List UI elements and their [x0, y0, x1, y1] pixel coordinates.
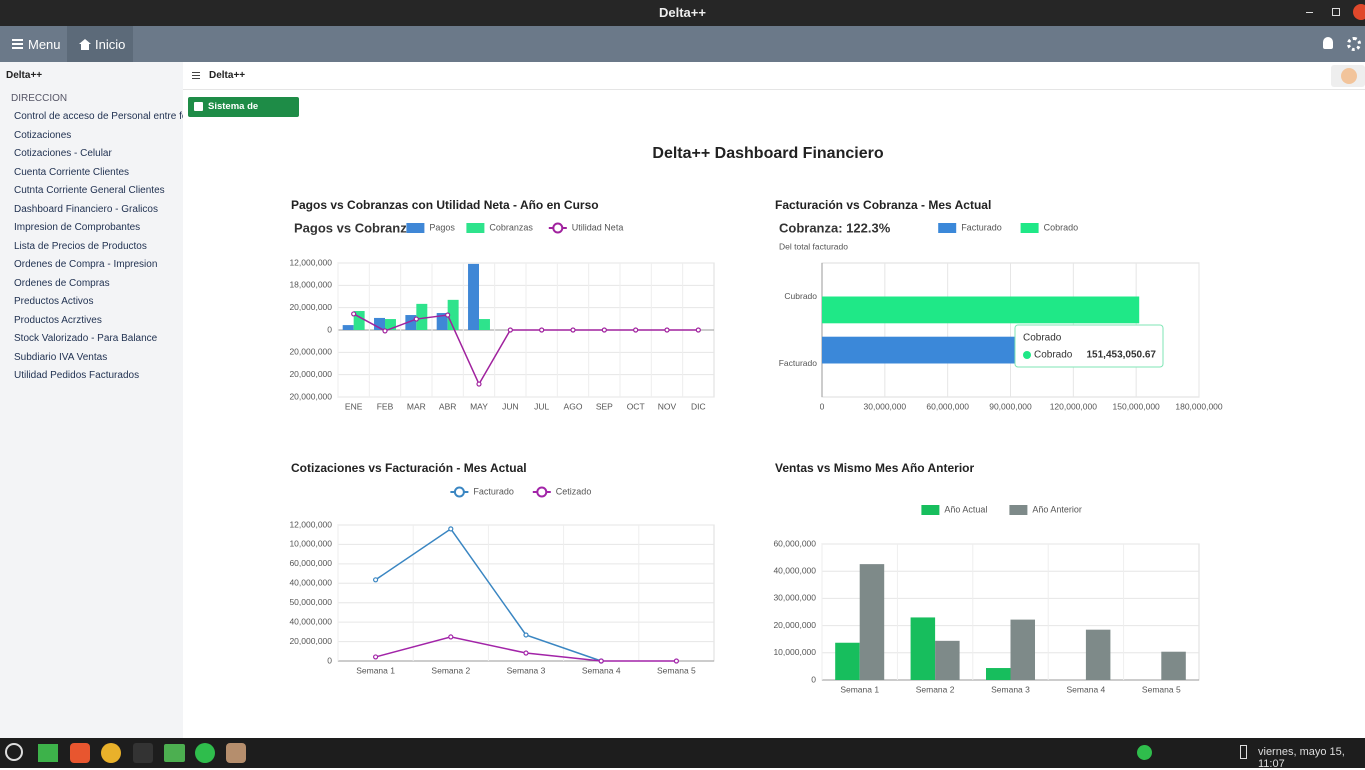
- sidebar-section[interactable]: DIRECCION: [11, 93, 68, 104]
- main-panel: Delta++ Sistema de Reportes: [183, 62, 1365, 738]
- taskbar-app[interactable]: [70, 743, 90, 763]
- settings-icon[interactable]: [1347, 37, 1361, 51]
- sidebar-item[interactable]: Preductos Activos: [14, 296, 94, 307]
- taskbar-app[interactable]: [164, 744, 185, 762]
- sidebar-item[interactable]: Ordenes de Compras: [14, 277, 110, 289]
- menu-icon[interactable]: [12, 37, 23, 51]
- tray-icon[interactable]: [1137, 745, 1152, 760]
- nav-bar: Menu Inicio: [0, 26, 1365, 62]
- content-title: Delta++: [209, 70, 246, 81]
- sidebar-item[interactable]: Cuenta Corriente Clientes: [14, 166, 130, 178]
- user-icon[interactable]: [1323, 37, 1333, 49]
- sidebar: Delta++ DIRECCION Control de acceso de P…: [0, 62, 201, 738]
- reports-button[interactable]: Sistema de Reportes: [188, 97, 299, 132]
- sidebar-item[interactable]: Dashboard Financiero - Gralicos: [14, 203, 158, 215]
- menu-button[interactable]: Menu: [28, 37, 61, 52]
- home-icon: [81, 44, 89, 50]
- avatar[interactable]: [1331, 65, 1365, 87]
- maximize-button[interactable]: [1332, 8, 1340, 16]
- sidebar-item[interactable]: Productos Acrztives: [14, 314, 102, 326]
- window-title: Delta++: [659, 5, 706, 20]
- content-header: Delta++: [183, 62, 1365, 90]
- sidebar-item[interactable]: Cotizaciones: [14, 129, 72, 141]
- home-label: Inicio: [95, 37, 126, 52]
- home-tab[interactable]: Inicio: [67, 26, 133, 62]
- sidebar-item[interactable]: Control de acceso de Personal entre fec.…: [14, 111, 201, 122]
- sidebar-item[interactable]: Utilidad Pedidos Facturados: [14, 370, 140, 381]
- apps-button[interactable]: [5, 743, 23, 761]
- reports-button-label: Sistema de Reportes: [208, 101, 259, 132]
- taskbar: viernes, mayo 15, 11:07: [0, 738, 1365, 770]
- battery-icon[interactable]: [1240, 745, 1247, 759]
- taskbar-app[interactable]: [133, 743, 153, 763]
- home-icon: [79, 39, 91, 44]
- taskbar-app[interactable]: [101, 743, 121, 763]
- sidebar-brand: Delta++: [6, 70, 43, 81]
- clock[interactable]: viernes, mayo 15, 11:07: [1258, 746, 1345, 770]
- sidebar-item[interactable]: Subdiario IVA Ventas: [14, 351, 108, 363]
- taskbar-app[interactable]: [195, 743, 215, 763]
- sidebar-item[interactable]: Cotizaciones - Celular: [14, 148, 112, 159]
- close-button[interactable]: [1353, 4, 1365, 20]
- minimize-button[interactable]: [1306, 12, 1313, 13]
- sidebar-item[interactable]: Cutnta Corriente General Clientes: [14, 185, 165, 196]
- taskbar-app[interactable]: [38, 744, 58, 762]
- sidebar-toggle[interactable]: [192, 70, 200, 81]
- sidebar-item[interactable]: Impresion de Comprobantes: [14, 222, 141, 233]
- sidebar-item[interactable]: Lista de Precios de Productos: [14, 240, 147, 252]
- sidebar-item[interactable]: Stock Valorizado - Para Balance: [14, 333, 158, 344]
- title-bar: Delta++: [0, 0, 1365, 26]
- sidebar-item[interactable]: Ordenes de Compra - Impresion: [14, 259, 158, 270]
- taskbar-app[interactable]: [226, 743, 246, 763]
